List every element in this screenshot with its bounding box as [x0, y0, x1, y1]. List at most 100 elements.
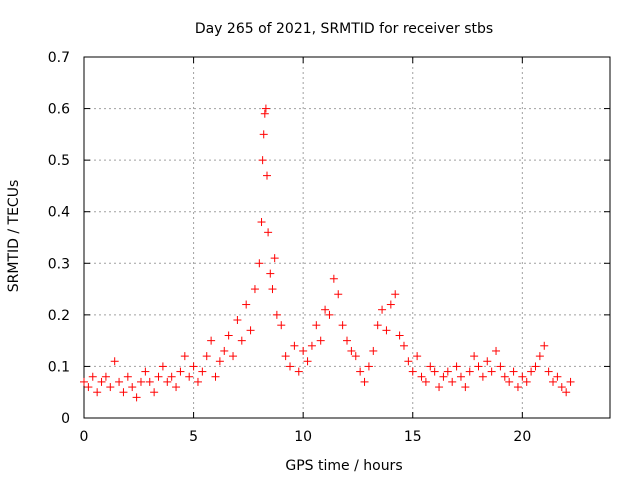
scatter-point [172, 383, 181, 392]
x-axis-label: GPS time / hours [285, 458, 402, 474]
scatter-point [93, 388, 102, 397]
scatter-point [470, 352, 479, 361]
scatter-point [141, 367, 150, 376]
scatter-point [509, 367, 518, 376]
scatter-point [237, 336, 246, 345]
y-tick-label: 0.4 [48, 205, 70, 221]
x-tick-label: 15 [404, 429, 422, 445]
scatter-point [487, 367, 496, 376]
scatter-point [391, 290, 400, 299]
scatter-point [386, 300, 395, 309]
scatter-point [456, 372, 465, 381]
scatter-point [255, 259, 264, 268]
scatter-point [115, 377, 124, 386]
scatter-point [395, 331, 404, 340]
scatter-point [84, 383, 93, 392]
scatter-point [220, 346, 229, 355]
scatter-point [356, 367, 365, 376]
scatter-point [261, 104, 270, 113]
scatter-point [312, 321, 321, 330]
scatter-point [443, 367, 452, 376]
scatter-point [106, 383, 115, 392]
grid-lines [84, 57, 610, 418]
scatter-point [260, 109, 269, 118]
scatter-point [461, 383, 470, 392]
scatter-point [329, 274, 338, 283]
scatter-point [430, 367, 439, 376]
scatter-point [224, 331, 233, 340]
scatter-point [270, 254, 279, 263]
scatter-point [263, 171, 272, 180]
scatter-point [242, 300, 251, 309]
scatter-point [303, 357, 312, 366]
chart-title: Day 265 of 2021, SRMTID for receiver stb… [195, 21, 493, 37]
tick-marks [83, 56, 610, 419]
scatter-point [211, 372, 220, 381]
scatter-point [553, 372, 562, 381]
scatter-point [229, 352, 238, 361]
scatter-point [417, 372, 426, 381]
scatter-point [215, 357, 224, 366]
scatter-point [465, 367, 474, 376]
scatter-point [413, 352, 422, 361]
scatter-point [321, 305, 330, 314]
scatter-point [246, 326, 255, 335]
scatter-point [250, 285, 259, 294]
scatter-point [527, 367, 536, 376]
scatter-point [338, 321, 347, 330]
scatter-point [259, 130, 268, 139]
scatter-point [562, 388, 571, 397]
scatter-point [163, 377, 172, 386]
x-tick-label: 5 [189, 429, 198, 445]
tick-labels: 0 5 10 15 20 0 0.1 0.2 0.3 0.4 0.5 0.6 0.7 [48, 50, 532, 445]
scatter-point [496, 362, 505, 371]
scatter-point [193, 377, 202, 386]
scatter-point [500, 372, 509, 381]
scatter-point [145, 377, 154, 386]
scatter-point [257, 218, 266, 227]
x-tick-label: 20 [513, 429, 531, 445]
scatter-point [198, 367, 207, 376]
scatter-point [185, 372, 194, 381]
scatter-point [343, 336, 351, 345]
scatter-point [474, 362, 483, 371]
scatter-point [277, 321, 286, 330]
scatter-point [167, 372, 176, 381]
scatter-point [421, 377, 430, 386]
scatter-point [202, 352, 211, 361]
x-tick-label: 10 [294, 429, 312, 445]
data-points-layer [80, 104, 575, 402]
scatter-point [290, 341, 299, 350]
scatter-point [119, 388, 128, 397]
scatter-point [566, 377, 575, 386]
scatter-point [88, 372, 97, 381]
scatter-point [522, 377, 531, 386]
scatter-point [286, 362, 295, 371]
scatter-point [540, 341, 549, 350]
scatter-point [448, 377, 457, 386]
y-tick-label: 0.1 [48, 359, 70, 375]
scatter-point [264, 228, 273, 237]
scatter-point [452, 362, 461, 371]
scatter-point [478, 372, 487, 381]
scatter-point [266, 269, 275, 278]
scatter-point [360, 377, 369, 386]
scatter-point [399, 341, 408, 350]
scatter-point [492, 346, 501, 355]
scatter-point [513, 383, 522, 392]
scatter-point [334, 290, 343, 299]
scatter-point [347, 346, 356, 355]
y-tick-label: 0.6 [48, 102, 70, 118]
y-tick-label: 0.5 [48, 153, 70, 169]
scatter-point [378, 305, 387, 314]
scatter-point [258, 156, 267, 165]
scatter-point [426, 362, 435, 371]
scatter-point [549, 377, 558, 386]
x-tick-label: 0 [80, 429, 89, 445]
scatter-point [281, 352, 290, 361]
scatter-point [439, 372, 448, 381]
scatter-point [136, 377, 145, 386]
scatter-point [351, 352, 360, 361]
scatter-point [180, 352, 189, 361]
scatter-point [101, 372, 110, 381]
